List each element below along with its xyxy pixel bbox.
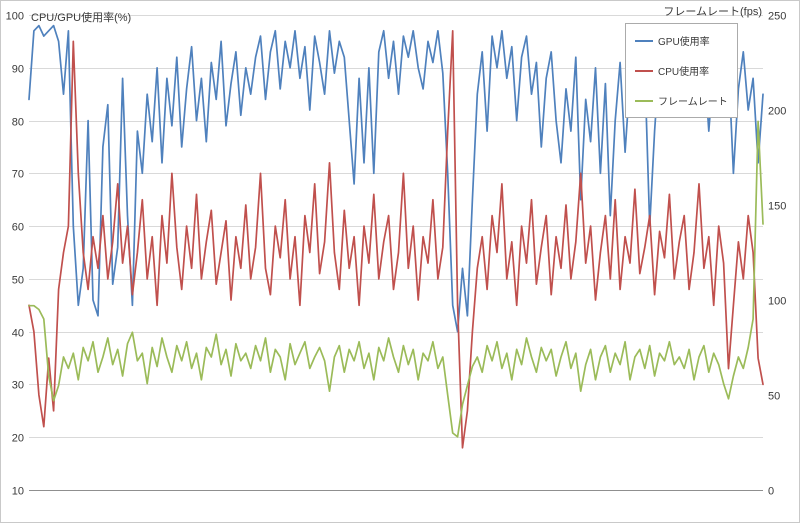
left-axis-tick-label: 50 xyxy=(12,275,24,287)
right-axis-tick-label: 150 xyxy=(768,201,786,213)
left-axis-tick-label: 20 xyxy=(12,433,24,445)
legend-label-cpu: CPU使用率 xyxy=(658,67,710,78)
right-axis-tick-label: 50 xyxy=(768,391,780,403)
series-line-1 xyxy=(28,29,764,449)
right-axis-tick-label: 250 xyxy=(768,11,786,23)
left-axis-tick-label: 10 xyxy=(12,486,24,498)
legend-item-cpu: CPU使用率 xyxy=(635,63,728,78)
legend-item-gpu: GPU使用率 xyxy=(635,33,728,48)
legend-item-framerate: フレームレート xyxy=(635,93,728,108)
legend-line-sample-cpu xyxy=(635,69,653,72)
legend-label-framerate: フレームレート xyxy=(658,97,728,108)
chart-legend: GPU使用率 CPU使用率 フレームレート xyxy=(625,23,738,118)
left-axis-tick-label: 100 xyxy=(6,11,24,23)
right-axis-tick-label: 0 xyxy=(768,486,774,498)
legend-label-gpu: GPU使用率 xyxy=(658,37,710,48)
legend-line-sample-framerate xyxy=(635,99,653,102)
left-axis-title: CPU/GPU使用率(%) xyxy=(31,12,132,24)
left-axis-tick-label: 40 xyxy=(12,328,24,340)
left-axis-tick-label: 90 xyxy=(12,64,24,76)
series-line-2 xyxy=(28,120,764,438)
left-axis-tick-label: 80 xyxy=(12,117,24,129)
right-axis-tick-label: 100 xyxy=(768,296,786,308)
left-axis-tick-label: 30 xyxy=(12,380,24,392)
legend-line-sample-gpu xyxy=(635,39,653,42)
right-axis-title: フレームレート(fps) xyxy=(663,6,762,18)
left-axis-tick-label: 70 xyxy=(12,169,24,181)
left-axis-tick-label: 60 xyxy=(12,222,24,234)
right-axis-tick-label: 200 xyxy=(768,106,786,118)
